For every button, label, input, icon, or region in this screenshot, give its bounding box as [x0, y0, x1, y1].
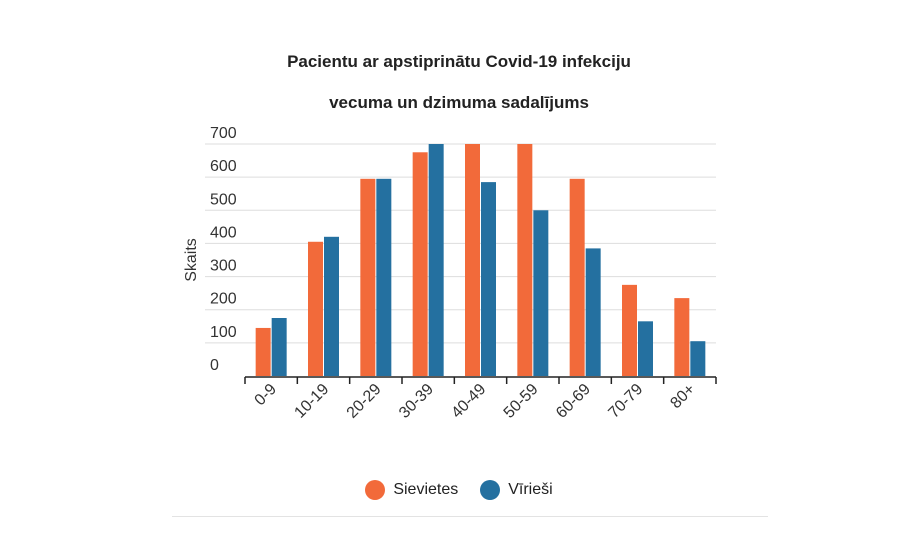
bar	[308, 241, 323, 376]
x-tick-label: 50-59	[501, 381, 542, 422]
bar	[569, 178, 585, 376]
y-tick-label: 0	[210, 357, 219, 374]
legend-label-sievietes: Sievietes	[393, 481, 459, 498]
bar	[481, 182, 496, 376]
bar	[271, 318, 287, 376]
bar	[465, 144, 480, 376]
legend-item-sievietes[interactable]: Sievietes	[365, 480, 458, 500]
bar	[376, 178, 392, 376]
bar	[533, 210, 549, 376]
bar	[638, 321, 653, 376]
y-tick-label: 100	[210, 324, 237, 341]
bar	[428, 144, 444, 376]
y-tick-label: 200	[210, 291, 237, 308]
x-tick-label: 70-79	[605, 381, 646, 422]
bar	[324, 236, 339, 376]
y-tick-label: 400	[210, 224, 237, 241]
x-tick-label: 0-9	[252, 381, 280, 409]
bottom-divider	[172, 516, 768, 517]
bar	[412, 152, 428, 376]
legend-swatch-sievietes	[365, 480, 386, 500]
legend-swatch-virieshi	[480, 480, 501, 500]
y-tick-label: 500	[210, 191, 237, 208]
bar	[255, 327, 271, 376]
bar	[360, 178, 376, 376]
legend: Sievietes Vīrieši	[0, 480, 918, 500]
x-tick-label: 10-19	[291, 381, 332, 422]
y-tick-label: 600	[210, 158, 237, 175]
y-axis-label: Skaits	[183, 238, 200, 282]
y-tick-label: 700	[210, 125, 237, 142]
bar	[674, 298, 690, 376]
x-tick-label: 60-69	[553, 381, 594, 422]
bar	[690, 341, 706, 376]
chart-title: Pacientu ar apstiprinātu Covid-19 infekc…	[287, 52, 631, 71]
x-tick-label: 30-39	[396, 381, 437, 422]
legend-label-virieshi: Vīrieši	[508, 481, 553, 498]
x-tick-label: 20-29	[344, 381, 385, 422]
bar	[517, 144, 533, 376]
chart-subtitle: vecuma un dzimuma sadalījums	[329, 93, 589, 112]
bar	[585, 248, 601, 376]
x-tick-label: 40-49	[448, 381, 489, 422]
y-tick-label: 300	[210, 258, 237, 275]
bar	[622, 284, 637, 376]
legend-item-virieshi[interactable]: Vīrieši	[480, 480, 553, 500]
x-tick-label: 80+	[667, 381, 698, 412]
